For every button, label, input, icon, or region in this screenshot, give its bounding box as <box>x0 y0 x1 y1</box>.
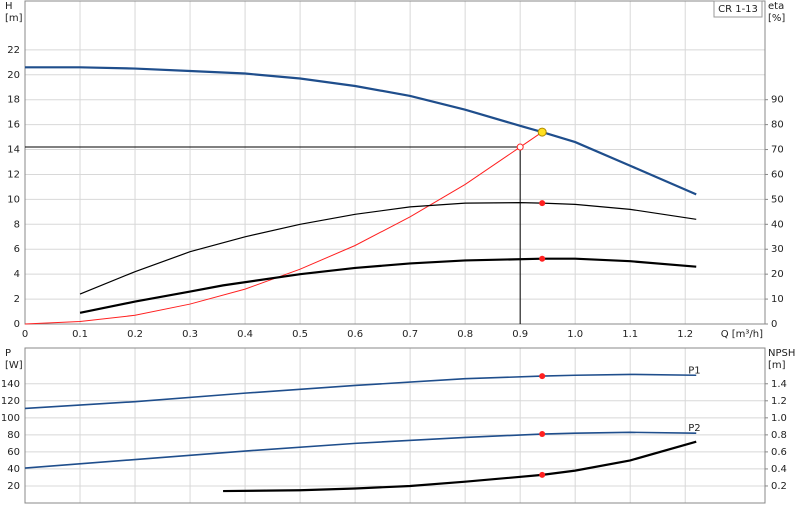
y-axis-label: [W] <box>5 360 23 371</box>
x-tick-label: 0.8 <box>457 329 473 340</box>
y-tick-label: 18 <box>7 95 20 106</box>
y2-axis-label: [%] <box>768 13 785 24</box>
y-axis-label: P <box>5 348 11 359</box>
y2-tick-label: 1.0 <box>771 413 787 424</box>
y-tick-label: 22 <box>7 45 20 56</box>
y2-tick-label: 70 <box>771 145 784 156</box>
y-axis-label: H <box>5 1 13 12</box>
duty-point <box>539 431 546 438</box>
y2-tick-label: 30 <box>771 244 784 255</box>
y-tick-label: 20 <box>7 481 20 492</box>
x-tick-label: 0.1 <box>72 329 88 340</box>
duty-point <box>539 373 546 380</box>
curve <box>79 257 697 314</box>
y2-tick-label: 0.4 <box>771 464 787 475</box>
y2-tick-label: 0.2 <box>771 481 787 492</box>
x-tick-label: 0.5 <box>292 329 308 340</box>
y2-tick-label: 90 <box>771 95 784 106</box>
x-axis-label: Q [m³/h] <box>721 329 763 340</box>
y2-axis-label: NPSH <box>768 348 795 359</box>
y2-axis-label: eta <box>768 1 784 12</box>
y2-tick-label: 0.6 <box>771 447 787 458</box>
x-tick-label: 0.4 <box>237 329 253 340</box>
x-tick-label: 1.2 <box>677 329 693 340</box>
y2-tick-label: 50 <box>771 194 784 205</box>
plot-frame <box>24 0 766 325</box>
curve <box>79 202 697 295</box>
y2-tick-label: 1.2 <box>771 396 787 407</box>
operating-point <box>516 143 524 151</box>
x-tick-label: 0.6 <box>347 329 363 340</box>
curve <box>24 373 697 410</box>
y2-tick-label: 10 <box>771 294 784 305</box>
duty-point <box>539 255 546 262</box>
y-tick-label: 8 <box>14 219 20 230</box>
y-tick-label: 100 <box>1 413 20 424</box>
y-tick-label: 0 <box>14 319 20 330</box>
x-tick-label: 0.9 <box>512 329 528 340</box>
x-tick-label: 1.0 <box>567 329 583 340</box>
y-tick-label: 16 <box>7 120 20 131</box>
duty-point <box>537 127 547 137</box>
x-tick-label: 0.2 <box>127 329 143 340</box>
y-tick-label: 4 <box>14 269 20 280</box>
curve <box>24 131 543 325</box>
x-tick-label: 0 <box>22 329 28 340</box>
y-tick-label: 2 <box>14 294 20 305</box>
y-tick-label: 14 <box>7 145 20 156</box>
duty-point <box>539 471 546 478</box>
x-tick-label: 0.7 <box>402 329 418 340</box>
y2-tick-label: 20 <box>771 269 784 280</box>
y-tick-label: 120 <box>1 396 20 407</box>
y2-tick-label: 60 <box>771 169 784 180</box>
duty-point <box>539 200 546 207</box>
curve <box>25 66 697 196</box>
legend-title: CR 1-13 <box>718 4 758 15</box>
y2-tick-label: 80 <box>771 120 784 131</box>
series-label: P1 <box>688 365 700 376</box>
y-tick-label: 140 <box>1 379 20 390</box>
y-tick-label: 20 <box>7 70 20 81</box>
series-label: P2 <box>688 423 700 434</box>
x-tick-label: 0.3 <box>182 329 198 340</box>
y-axis-label: [m] <box>5 13 23 24</box>
y2-tick-label: 0.8 <box>771 430 787 441</box>
curve <box>24 431 697 469</box>
x-tick-label: 1.1 <box>622 329 638 340</box>
y2-tick-label: 40 <box>771 219 784 230</box>
y-tick-label: 10 <box>7 194 20 205</box>
y2-axis-label: [m] <box>768 360 786 371</box>
plot-frame <box>24 347 766 504</box>
y-tick-label: 40 <box>7 464 20 475</box>
legend-box <box>713 0 763 18</box>
y-tick-label: 80 <box>7 430 20 441</box>
y-tick-label: 12 <box>7 169 20 180</box>
y2-tick-label: 1.4 <box>771 379 787 390</box>
curve <box>223 440 697 493</box>
y-tick-label: 6 <box>14 244 20 255</box>
y-tick-label: 60 <box>7 447 20 458</box>
y2-tick-label: 0 <box>771 319 777 330</box>
